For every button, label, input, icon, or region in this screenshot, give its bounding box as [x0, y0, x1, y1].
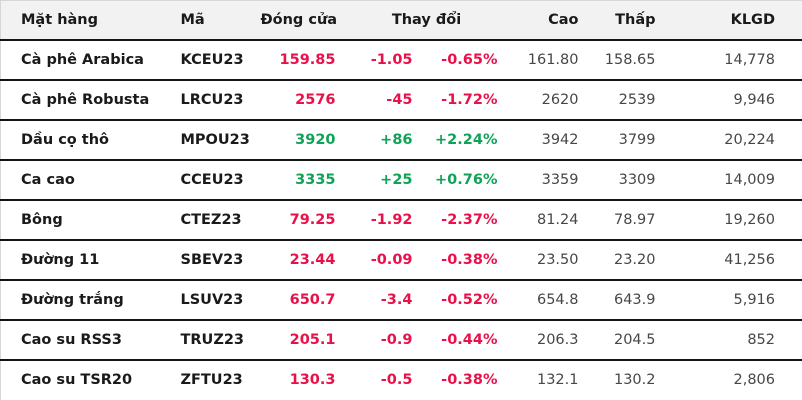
close-price: 3335	[260, 159, 346, 201]
close-price: 3920	[260, 119, 346, 161]
low-price: 3309	[588, 159, 666, 201]
low-price: 2539	[588, 79, 666, 121]
column-header-low: Thấp	[588, 0, 666, 41]
commodity-name: Đường 11	[0, 239, 181, 281]
low-price: 158.65	[588, 39, 666, 81]
close-price: 159.85	[260, 39, 346, 81]
low-price: 643.9	[588, 279, 666, 321]
change-value: -1.92	[345, 199, 423, 241]
close-price: 650.7	[260, 279, 346, 321]
close-price: 205.1	[260, 319, 346, 361]
column-header-change: Thay đổi	[345, 0, 508, 41]
volume: 14,778	[665, 39, 802, 81]
table-row[interactable]: Dầu cọ thô MPOU23 3920 +86 +2.24% 3942 3…	[0, 119, 802, 161]
high-price: 2620	[507, 79, 589, 121]
table-row[interactable]: Đường trắng LSUV23 650.7 -3.4 -0.52% 654…	[0, 279, 802, 321]
table-row[interactable]: Cao su RSS3 TRUZ23 205.1 -0.9 -0.44% 206…	[0, 319, 802, 361]
commodity-name: Ca cao	[0, 159, 181, 201]
contract-code: CCEU23	[180, 159, 261, 201]
column-header-volume: KLGD	[665, 0, 802, 41]
commodity-name: Đường trắng	[0, 279, 181, 321]
contract-code: CTEZ23	[180, 199, 261, 241]
change-percent: -0.65%	[422, 39, 508, 81]
commodity-name: Cao su RSS3	[0, 319, 181, 361]
change-value: -0.5	[345, 359, 423, 400]
table-row[interactable]: Ca cao CCEU23 3335 +25 +0.76% 3359 3309 …	[0, 159, 802, 201]
contract-code: MPOU23	[180, 119, 261, 161]
volume: 41,256	[665, 239, 802, 281]
low-price: 204.5	[588, 319, 666, 361]
change-value: -45	[345, 79, 423, 121]
change-value: -3.4	[345, 279, 423, 321]
commodity-name: Bông	[0, 199, 181, 241]
table-row[interactable]: Cao su TSR20 ZFTU23 130.3 -0.5 -0.38% 13…	[0, 359, 802, 400]
contract-code: SBEV23	[180, 239, 261, 281]
table-row[interactable]: Cà phê Robusta LRCU23 2576 -45 -1.72% 26…	[0, 79, 802, 121]
change-value: -1.05	[345, 39, 423, 81]
table-row[interactable]: Cà phê Arabica KCEU23 159.85 -1.05 -0.65…	[0, 39, 802, 81]
low-price: 130.2	[588, 359, 666, 400]
commodity-name: Dầu cọ thô	[0, 119, 181, 161]
volume: 14,009	[665, 159, 802, 201]
high-price: 23.50	[507, 239, 589, 281]
contract-code: KCEU23	[180, 39, 261, 81]
low-price: 78.97	[588, 199, 666, 241]
high-price: 3359	[507, 159, 589, 201]
change-percent: -0.38%	[422, 359, 508, 400]
high-price: 654.8	[507, 279, 589, 321]
change-percent: -0.44%	[422, 319, 508, 361]
change-percent: -2.37%	[422, 199, 508, 241]
high-price: 81.24	[507, 199, 589, 241]
commodity-name: Cà phê Robusta	[0, 79, 181, 121]
contract-code: LRCU23	[180, 79, 261, 121]
volume: 2,806	[665, 359, 802, 400]
change-value: -0.09	[345, 239, 423, 281]
volume: 20,224	[665, 119, 802, 161]
change-value: -0.9	[345, 319, 423, 361]
table-row[interactable]: Đường 11 SBEV23 23.44 -0.09 -0.38% 23.50…	[0, 239, 802, 281]
column-header-high: Cao	[507, 0, 589, 41]
high-price: 132.1	[507, 359, 589, 400]
table-header-row: Mặt hàng Mã Đóng cửa Thay đổi Cao Thấp K…	[0, 0, 802, 41]
close-price: 23.44	[260, 239, 346, 281]
change-value: +86	[345, 119, 423, 161]
table-row[interactable]: Bông CTEZ23 79.25 -1.92 -2.37% 81.24 78.…	[0, 199, 802, 241]
change-percent: -0.38%	[422, 239, 508, 281]
column-header-close: Đóng cửa	[260, 0, 346, 41]
high-price: 3942	[507, 119, 589, 161]
commodity-name: Cà phê Arabica	[0, 39, 181, 81]
high-price: 206.3	[507, 319, 589, 361]
column-header-item: Mặt hàng	[0, 0, 181, 41]
contract-code: LSUV23	[180, 279, 261, 321]
volume: 9,946	[665, 79, 802, 121]
close-price: 79.25	[260, 199, 346, 241]
close-price: 2576	[260, 79, 346, 121]
contract-code: ZFTU23	[180, 359, 261, 400]
change-value: +25	[345, 159, 423, 201]
close-price: 130.3	[260, 359, 346, 400]
change-percent: -1.72%	[422, 79, 508, 121]
contract-code: TRUZ23	[180, 319, 261, 361]
high-price: 161.80	[507, 39, 589, 81]
commodity-name: Cao su TSR20	[0, 359, 181, 400]
volume: 852	[665, 319, 802, 361]
change-percent: +0.76%	[422, 159, 508, 201]
change-percent: -0.52%	[422, 279, 508, 321]
column-header-code: Mã	[180, 0, 261, 41]
low-price: 3799	[588, 119, 666, 161]
volume: 19,260	[665, 199, 802, 241]
volume: 5,916	[665, 279, 802, 321]
change-percent: +2.24%	[422, 119, 508, 161]
low-price: 23.20	[588, 239, 666, 281]
